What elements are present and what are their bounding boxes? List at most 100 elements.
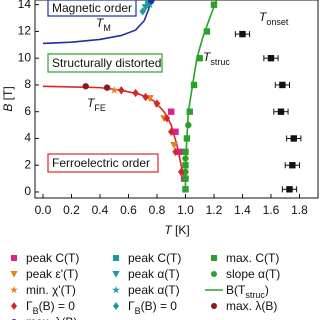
data-point — [182, 148, 189, 156]
legend-marker — [211, 271, 217, 277]
onset-point — [290, 135, 297, 142]
legend-marker — [10, 285, 18, 294]
y-axis-label-part: B — [1, 104, 15, 112]
data-point — [172, 147, 179, 157]
y-tick-label: 6 — [24, 104, 31, 118]
legend-label-part: max. C(T) — [226, 251, 279, 265]
x-axis-label-part: T — [164, 223, 173, 237]
region-label: Magnetic order — [52, 1, 132, 15]
x-tick-label: 0.8 — [149, 203, 166, 217]
legend-marker — [211, 255, 217, 261]
x-axis-label-part: [K] — [172, 223, 190, 237]
annotation: Tonset — [259, 10, 289, 27]
data-point — [182, 162, 189, 169]
data-point — [109, 85, 119, 94]
x-tick-label: 1.0 — [177, 203, 194, 217]
legend-marker — [113, 302, 119, 310]
legend-marker — [112, 285, 120, 294]
data-point — [82, 83, 89, 90]
onset-point — [286, 186, 293, 193]
data-point — [170, 141, 178, 149]
data-point — [182, 168, 189, 176]
onset-point — [289, 162, 296, 169]
data-point — [182, 155, 189, 162]
y-tick-label: 0 — [24, 184, 31, 198]
data-point — [190, 81, 198, 89]
legend-label-part: max. λ(B) — [26, 315, 77, 320]
legend-label-part: peak C(T) — [128, 251, 181, 265]
annotation-part: T — [96, 16, 105, 30]
data-point — [210, 1, 218, 8]
data-point — [182, 175, 189, 182]
data-point — [178, 167, 185, 177]
x-tick-label: 1.4 — [234, 203, 251, 217]
legend-label-part: slope α(T) — [226, 267, 280, 281]
x-tick-label: 0.4 — [92, 203, 109, 217]
annotation: Tstruc — [203, 50, 230, 67]
data-point — [168, 108, 175, 115]
data-point — [132, 88, 139, 98]
legend-label-part: min. χ'(T) — [26, 283, 76, 297]
y-axis-label: B [T] — [1, 86, 15, 111]
data-point — [139, 7, 146, 16]
legend-label: max. C(T) — [226, 251, 279, 265]
curve — [42, 0, 152, 45]
data-point — [203, 28, 211, 35]
legend-label: ΓB(B) = 0 — [26, 299, 75, 316]
legend-label-part: ) — [265, 283, 269, 297]
data-point — [153, 99, 161, 108]
region-box — [47, 0, 137, 17]
legend-label-part: (B) = 0 — [39, 299, 76, 313]
legend-marker — [113, 255, 119, 261]
legend-marker — [112, 271, 120, 278]
legend-label: peak α(T) — [128, 267, 180, 281]
data-point — [142, 92, 149, 102]
legend-label-part: peak α(T) — [128, 283, 180, 297]
y-tick-label: 10 — [18, 50, 32, 64]
x-tick-label: 1.6 — [263, 203, 280, 217]
legend-label-part: B — [33, 306, 39, 316]
y-axis-label-part: [T] — [1, 86, 15, 103]
y-tick-label: 14 — [18, 0, 32, 11]
y-tick-label: 4 — [24, 131, 31, 145]
legend-label: ΓB(B) = 0 — [128, 299, 177, 316]
data-point — [118, 86, 125, 95]
legend-label-part: Γ — [26, 299, 33, 313]
legend-label: max. λ(B) — [26, 315, 77, 320]
x-tick-label: 0.2 — [63, 203, 80, 217]
legend-marker — [11, 302, 17, 310]
y-tick-label: 2 — [24, 157, 31, 171]
x-tick-label: 1.2 — [206, 203, 223, 217]
data-point — [148, 0, 155, 4]
legend-marker — [10, 271, 18, 278]
legend-label: max. λ(B) — [226, 299, 277, 313]
legend-label: peak α(T) — [128, 283, 180, 297]
annotation-part: FE — [94, 103, 106, 113]
data-point — [168, 127, 175, 136]
x-tick-label: 0.0 — [35, 203, 52, 217]
annotation-part: T — [203, 50, 212, 64]
legend-label-part: max. λ(B) — [226, 299, 277, 313]
annotation: TM — [96, 16, 111, 33]
data-point — [145, 0, 155, 9]
data-point — [186, 108, 193, 115]
onset-point — [267, 54, 275, 62]
onset-point — [239, 30, 246, 38]
data-point — [185, 121, 192, 129]
data-point — [163, 114, 171, 123]
annotation-part: T — [87, 96, 96, 110]
legend-label-part: Γ — [128, 299, 135, 313]
data-point — [145, 0, 152, 6]
region-label: Structurally distorted — [52, 56, 161, 70]
y-tick-label: 12 — [18, 24, 32, 38]
legend-marker — [211, 303, 217, 309]
data-point — [183, 135, 191, 142]
legend-label-part: peak ε'(T) — [26, 267, 78, 281]
data-point — [176, 148, 183, 156]
y-tick-label: 8 — [24, 77, 31, 91]
plot-frame — [34, 0, 319, 199]
onset-point — [279, 81, 286, 89]
data-point — [103, 84, 111, 91]
legend-label: peak ε'(T) — [26, 267, 78, 281]
